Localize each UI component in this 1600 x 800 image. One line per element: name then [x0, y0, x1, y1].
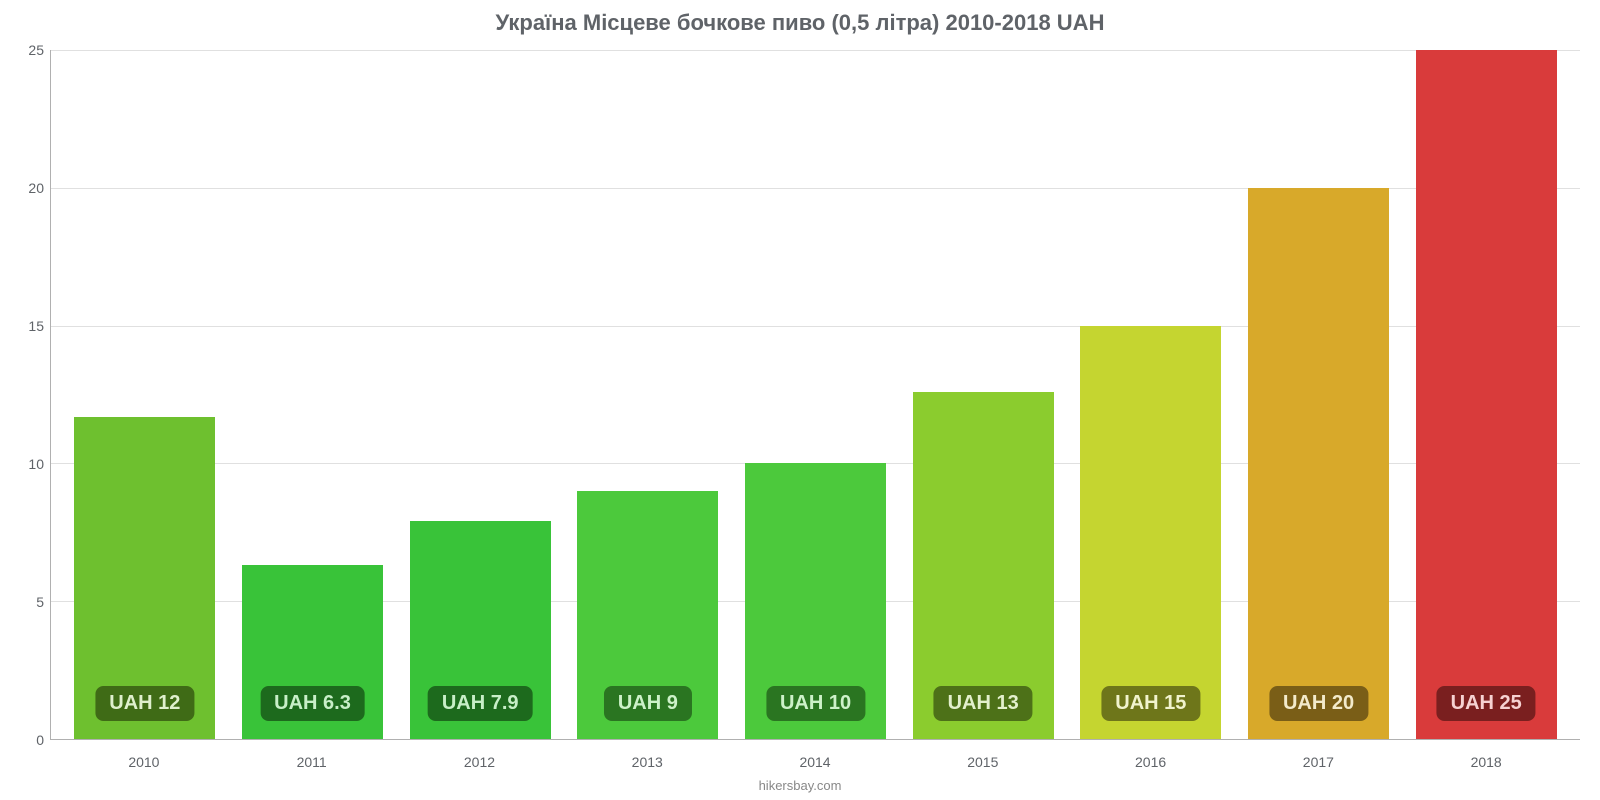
- y-tick-label: 0: [36, 732, 44, 748]
- bar-slot: UAH 13: [899, 50, 1067, 739]
- chart-area: 0510152025 UAH 12UAH 6.3UAH 7.9UAH 9UAH …: [20, 50, 1580, 740]
- bars-container: UAH 12 UAH 6.3 UAH 7.9 UAH 9 UAH 10 UAH 13 UAH…: [51, 50, 1580, 739]
- bar: UAH 6.3: [242, 565, 383, 739]
- bar: UAH 20: [1248, 188, 1389, 739]
- bar-value-label: UAH 20: [1269, 686, 1368, 721]
- y-tick-label: 5: [36, 594, 44, 610]
- bar-slot: UAH 6.3: [229, 50, 397, 739]
- bar-value-label: UAH 15: [1101, 686, 1200, 721]
- x-tick-label: 2012: [396, 754, 564, 770]
- bar-value-label: UAH 12: [95, 686, 194, 721]
- x-tick-label: 2010: [60, 754, 228, 770]
- bar-slot: UAH 20: [1235, 50, 1403, 739]
- x-axis: 201020112012201320142015201620172018: [50, 754, 1580, 770]
- x-tick-label: 2016: [1067, 754, 1235, 770]
- bar-slot: UAH 10: [732, 50, 900, 739]
- bar-value-label: UAH 25: [1437, 686, 1536, 721]
- bar-value-label: UAH 13: [934, 686, 1033, 721]
- y-tick-label: 25: [28, 42, 44, 58]
- y-tick-label: 20: [28, 180, 44, 196]
- plot-area: UAH 12 UAH 6.3 UAH 7.9 UAH 9 UAH 10 UAH 13 UAH…: [50, 50, 1580, 740]
- bar: UAH 13: [913, 392, 1054, 739]
- bar: UAH 12: [74, 417, 215, 739]
- x-tick-label: 2014: [731, 754, 899, 770]
- bar: UAH 15: [1080, 326, 1221, 739]
- x-tick-label: 2018: [1402, 754, 1570, 770]
- bar: UAH 25: [1416, 50, 1557, 739]
- x-tick-label: 2011: [228, 754, 396, 770]
- bar-slot: UAH 15: [1067, 50, 1235, 739]
- bar-slot: UAH 25: [1402, 50, 1570, 739]
- bar-value-label: UAH 6.3: [260, 686, 365, 721]
- credit-text: hikersbay.com: [759, 778, 842, 793]
- bar-value-label: UAH 9: [604, 686, 692, 721]
- bar: UAH 10: [745, 463, 886, 739]
- chart-title: Україна Місцеве бочкове пиво (0,5 літра)…: [496, 10, 1105, 36]
- y-tick-label: 15: [28, 318, 44, 334]
- bar: UAH 7.9: [410, 521, 551, 739]
- bar-value-label: UAH 10: [766, 686, 865, 721]
- x-tick-label: 2013: [563, 754, 731, 770]
- bar-slot: UAH 7.9: [396, 50, 564, 739]
- bar-slot: UAH 12: [61, 50, 229, 739]
- y-tick-label: 10: [28, 456, 44, 472]
- x-tick-label: 2015: [899, 754, 1067, 770]
- bar: UAH 9: [577, 491, 718, 739]
- bar-value-label: UAH 7.9: [428, 686, 533, 721]
- x-tick-label: 2017: [1234, 754, 1402, 770]
- y-axis: 0510152025: [20, 50, 50, 740]
- bar-slot: UAH 9: [564, 50, 732, 739]
